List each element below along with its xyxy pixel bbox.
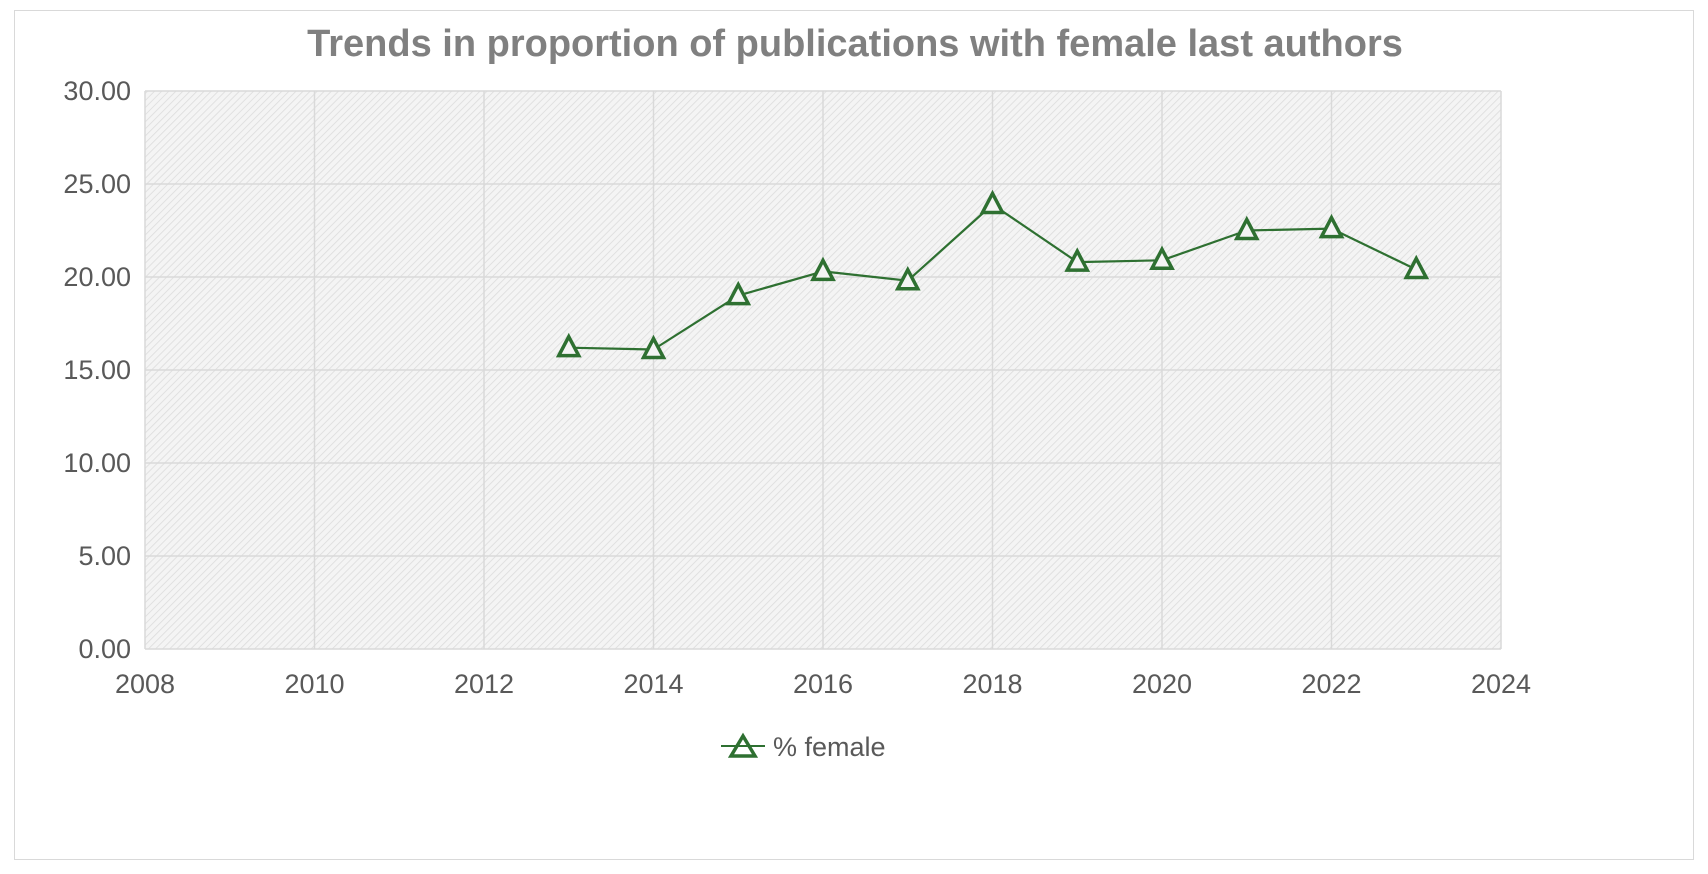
y-tick-label: 30.00 xyxy=(63,76,131,106)
x-tick-label: 2024 xyxy=(1471,669,1531,699)
chart-frame: Trends in proportion of publications wit… xyxy=(14,10,1694,860)
data-point-marker xyxy=(1064,247,1091,272)
x-tick-label: 2020 xyxy=(1132,669,1192,699)
y-tick-label: 10.00 xyxy=(63,448,131,478)
data-point-marker xyxy=(1149,245,1175,271)
x-tick-label: 2010 xyxy=(284,669,344,699)
legend-marker-swatch xyxy=(727,732,759,758)
x-tick-label: 2012 xyxy=(454,669,514,699)
y-axis-tick-labels: 0.00 5.00 10.00 15.00 20.00 25.00 30.00 xyxy=(63,76,131,664)
data-point-marker xyxy=(640,334,667,360)
y-tick-label: 5.00 xyxy=(78,541,131,571)
x-tick-label: 2014 xyxy=(623,669,683,699)
line-chart: Trends in proportion of publications wit… xyxy=(63,23,1531,762)
data-point-marker xyxy=(810,256,836,282)
x-tick-label: 2008 xyxy=(115,669,175,699)
series-layer xyxy=(555,189,1430,360)
y-tick-label: 0.00 xyxy=(78,634,131,664)
y-tick-label: 15.00 xyxy=(63,355,131,385)
data-point-marker xyxy=(555,332,582,358)
data-point-marker xyxy=(979,189,1006,215)
x-tick-label: 2016 xyxy=(793,669,853,699)
legend-label: % female xyxy=(773,732,886,762)
x-tick-label: 2022 xyxy=(1301,669,1361,699)
y-tick-label: 20.00 xyxy=(63,262,131,292)
data-point-marker xyxy=(1403,254,1430,280)
legend: % female xyxy=(721,732,886,762)
data-point-marker xyxy=(725,280,752,306)
x-axis-tick-labels: 2008 2010 2012 2014 2016 2018 2020 2022 2024 xyxy=(115,669,1531,699)
data-point-marker xyxy=(1233,215,1260,241)
gridlines xyxy=(144,90,1502,650)
data-point-marker xyxy=(1318,213,1345,239)
data-point-marker xyxy=(894,265,921,291)
x-tick-label: 2018 xyxy=(962,669,1022,699)
y-tick-label: 25.00 xyxy=(63,169,131,199)
chart-title: Trends in proportion of publications wit… xyxy=(307,23,1403,65)
